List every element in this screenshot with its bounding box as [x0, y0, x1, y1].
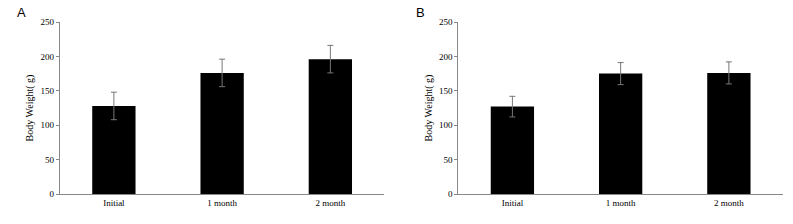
svg-text:100: 100 [439, 120, 453, 130]
svg-text:2 month: 2 month [714, 198, 744, 208]
svg-text:200: 200 [40, 52, 54, 62]
svg-text:1 month: 1 month [207, 198, 237, 208]
svg-text:Body Weight( g): Body Weight( g) [24, 75, 36, 142]
svg-text:1 month: 1 month [606, 198, 636, 208]
svg-text:Initial: Initial [502, 198, 524, 208]
svg-text:150: 150 [40, 86, 54, 96]
svg-text:A: A [17, 5, 26, 20]
svg-text:50: 50 [45, 155, 55, 165]
svg-text:150: 150 [439, 86, 453, 96]
svg-text:B: B [416, 5, 425, 20]
svg-text:2 month: 2 month [315, 198, 345, 208]
svg-text:250: 250 [439, 17, 453, 27]
svg-text:0: 0 [448, 189, 453, 199]
svg-text:200: 200 [439, 52, 453, 62]
svg-text:Initial: Initial [103, 198, 125, 208]
svg-text:250: 250 [40, 17, 54, 27]
svg-text:0: 0 [49, 189, 54, 199]
svg-text:Body Weight( g): Body Weight( g) [423, 75, 435, 142]
svg-text:50: 50 [443, 155, 453, 165]
svg-text:100: 100 [40, 120, 54, 130]
